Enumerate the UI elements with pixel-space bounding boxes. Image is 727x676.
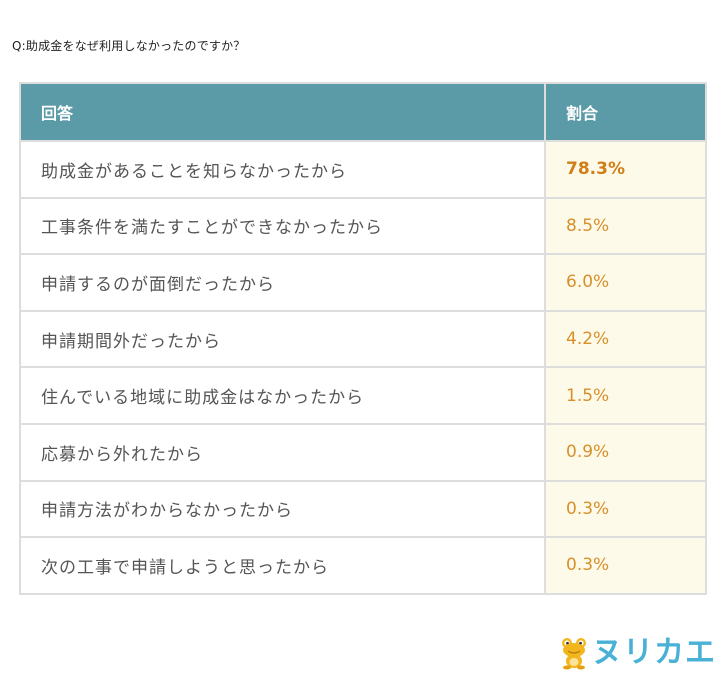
brand-name: ヌリカエ xyxy=(592,635,716,670)
frog-icon xyxy=(559,636,589,670)
question-text: Q:助成金をなぜ利用しなかったのですか？ xyxy=(12,39,246,53)
survey-results-table: 回答 割合 助成金があることを知らなかったから 78.3% 工事条件を満たすこと… xyxy=(19,82,707,595)
table-row: 住んでいる地域に助成金はなかったから 1.5% xyxy=(19,366,707,425)
ratio-cell: 0.3% xyxy=(544,536,707,595)
answer-cell: 助成金があることを知らなかったから xyxy=(19,140,546,199)
answer-cell: 申請するのが面倒だったから xyxy=(19,253,546,312)
ratio-cell: 1.5% xyxy=(544,366,707,425)
answer-cell: 工事条件を満たすことができなかったから xyxy=(19,196,546,256)
answer-cell: 住んでいる地域に助成金はなかったから xyxy=(19,366,546,425)
ratio-cell: 6.0% xyxy=(544,253,707,312)
ratio-cell: 78.3% xyxy=(544,140,707,199)
answer-cell: 応募から外れたから xyxy=(19,422,546,482)
answer-column-header: 回答 xyxy=(19,82,546,142)
brand-logo: ヌリカエ xyxy=(559,634,716,672)
table-row: 助成金があることを知らなかったから 78.3% xyxy=(19,140,707,199)
ratio-cell: 0.3% xyxy=(544,479,707,539)
table-row: 申請するのが面倒だったから 6.0% xyxy=(19,253,707,312)
table-row: 申請方法がわからなかったから 0.3% xyxy=(19,479,707,539)
answer-cell: 申請方法がわからなかったから xyxy=(19,479,546,539)
ratio-cell: 4.2% xyxy=(544,309,707,369)
table-row: 申請期間外だったから 4.2% xyxy=(19,309,707,369)
ratio-cell: 8.5% xyxy=(544,196,707,256)
table-header-row: 回答 割合 xyxy=(19,82,707,142)
ratio-cell: 0.9% xyxy=(544,422,707,482)
answer-cell: 申請期間外だったから xyxy=(19,309,546,369)
table-row: 次の工事で申請しようと思ったから 0.3% xyxy=(19,536,707,595)
table-row: 応募から外れたから 0.9% xyxy=(19,422,707,482)
table-row: 工事条件を満たすことができなかったから 8.5% xyxy=(19,196,707,256)
ratio-column-header: 割合 xyxy=(544,82,707,142)
answer-cell: 次の工事で申請しようと思ったから xyxy=(19,536,546,595)
